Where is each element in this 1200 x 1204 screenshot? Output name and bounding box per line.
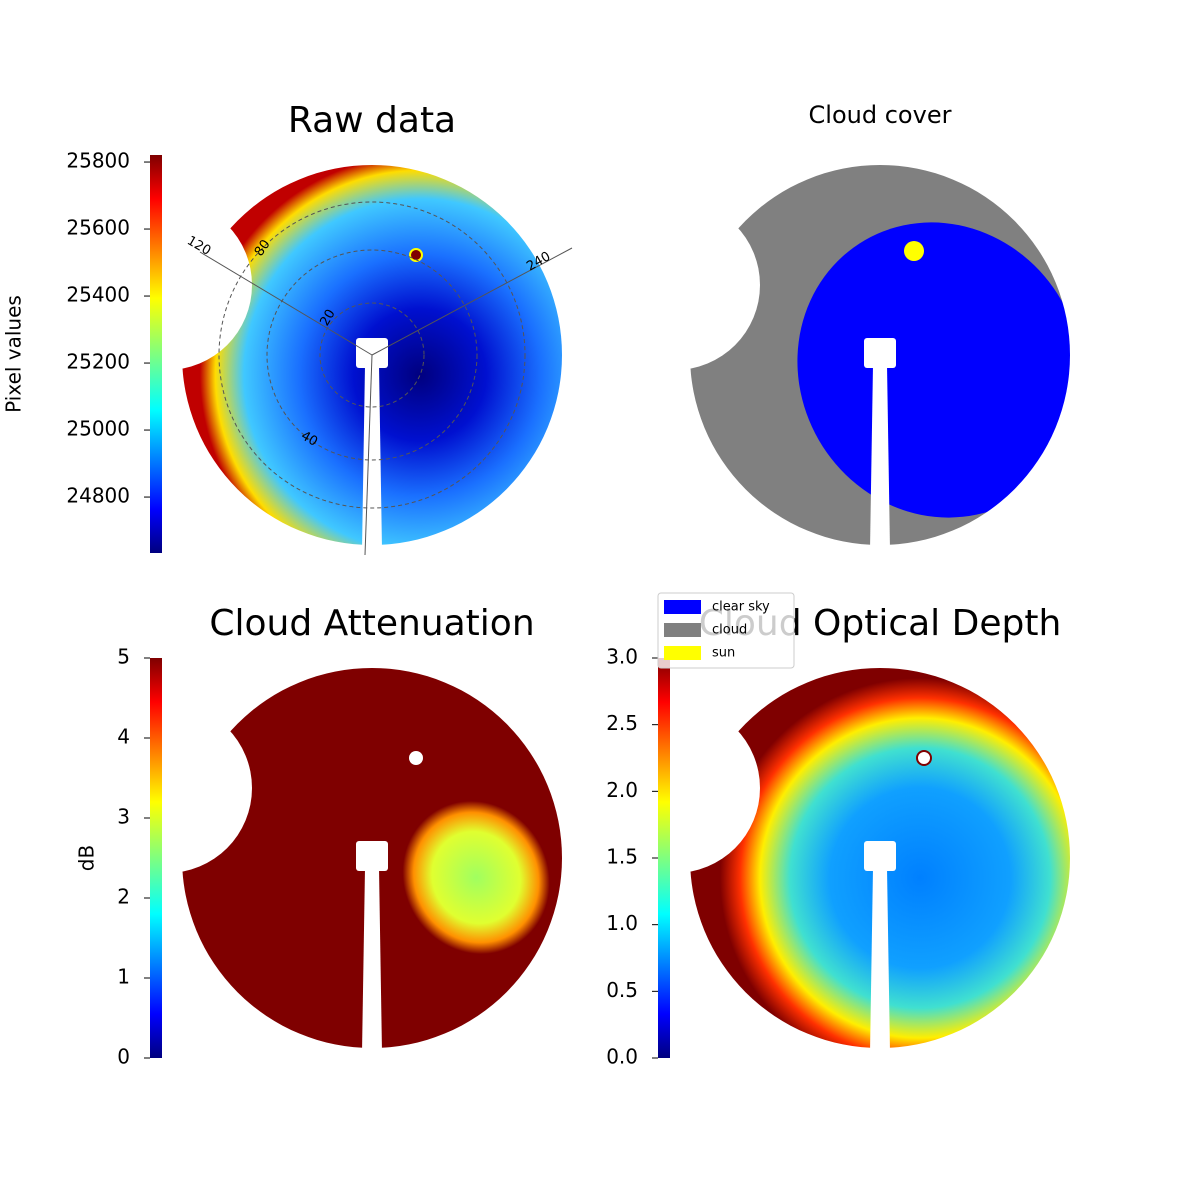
sun (409, 248, 423, 262)
panels: Raw data248002500025200254002560025800Pi… (2, 100, 1083, 1069)
mount (362, 868, 382, 1053)
colorbar-tick-label: 25600 (66, 216, 130, 240)
colorbar-tick-label: 25200 (66, 350, 130, 374)
colorbar-tick-label: 2.0 (606, 778, 638, 802)
legend-label: sun (712, 646, 735, 661)
legend: clear sky cloud sun (657, 592, 795, 669)
mount (870, 365, 890, 550)
sun (916, 750, 932, 766)
mount-head (356, 841, 388, 871)
colorbar (150, 658, 162, 1058)
colorbar-tick-label: 3 (117, 805, 130, 829)
colorbar-tick-label: 24800 (66, 484, 130, 508)
polar-label: 20 (318, 307, 339, 329)
panel-title: Cloud Attenuation (209, 603, 534, 644)
colorbar-tick-label: 2 (117, 885, 130, 909)
colorbar-tick-label: 1 (117, 965, 130, 989)
legend-swatch (664, 646, 701, 660)
colorbar-tick-label: 4 (117, 725, 130, 749)
panel: Cloud Attenuation 0 1 2 3 4 5 dB (75, 603, 572, 1069)
panel: Cloud cover (680, 101, 1083, 555)
colorbar (150, 155, 162, 553)
sky-image (680, 155, 1083, 555)
mount-head (864, 338, 896, 368)
clear (797, 222, 1083, 518)
overlay: clear sky cloud sun (657, 592, 795, 669)
colorbar-tick-label: 25400 (66, 283, 130, 307)
colorbar-tick-label: 1.5 (606, 845, 638, 869)
colorbar-tick-label: 5 (117, 645, 130, 669)
colorbar-tick-label: 3.0 (606, 645, 638, 669)
legend-label: clear sky (712, 600, 770, 615)
mount (362, 365, 382, 550)
colorbar-tick-label: 0.0 (606, 1045, 638, 1069)
colorbar (658, 658, 670, 1058)
colorbar-tick-label: 2.5 (606, 711, 638, 735)
mount-head (864, 841, 896, 871)
colorbar-label: Pixel values (2, 295, 26, 413)
colorbar-label: dB (75, 845, 99, 871)
mount-head (356, 338, 388, 368)
legend-swatch (664, 600, 701, 614)
sun (904, 241, 924, 261)
colorbar-tick-label: 0 (117, 1045, 130, 1069)
polar-label: 40 (298, 429, 320, 450)
panel: Raw data 24800 25000 25200 25400 25600 25800 Pi… (2, 100, 572, 555)
sun (409, 751, 423, 765)
legend-swatch (664, 623, 701, 637)
polar-overlay (199, 201, 573, 556)
colorbar-tick-label: 25800 (66, 149, 130, 173)
legend-label: cloud (712, 623, 747, 638)
colorbar-tick-label: 25000 (66, 417, 130, 441)
panel-title: Raw data (288, 100, 456, 141)
mount (870, 868, 890, 1053)
panel-title: Cloud cover (809, 101, 952, 129)
colorbar-tick-label: 1.0 (606, 911, 638, 935)
colorbar-tick-label: 0.5 (606, 978, 638, 1002)
